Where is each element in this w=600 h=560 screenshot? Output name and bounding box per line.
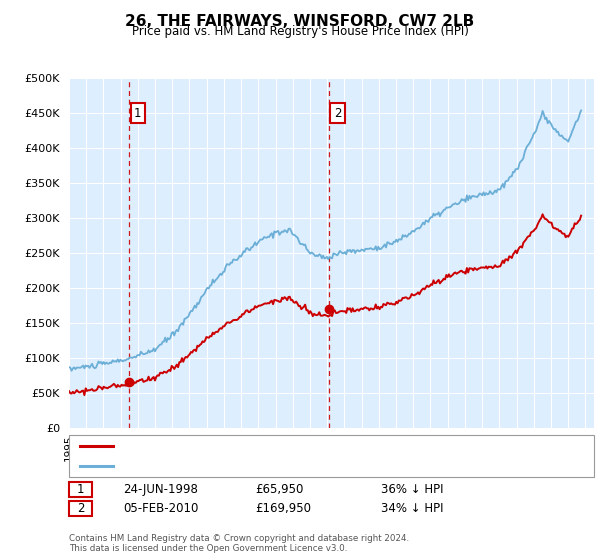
Text: 2: 2	[334, 107, 341, 120]
Text: HPI: Average price, detached house, Cheshire West and Chester: HPI: Average price, detached house, Ches…	[119, 461, 454, 471]
Text: 26, THE FAIRWAYS, WINSFORD, CW7 2LB (detached house): 26, THE FAIRWAYS, WINSFORD, CW7 2LB (det…	[119, 441, 425, 451]
Text: 2: 2	[77, 502, 84, 515]
Text: £169,950: £169,950	[255, 502, 311, 515]
Text: 1: 1	[134, 107, 142, 120]
Text: 24-JUN-1998: 24-JUN-1998	[123, 483, 198, 496]
Text: 05-FEB-2010: 05-FEB-2010	[123, 502, 199, 515]
Text: 1: 1	[77, 483, 84, 496]
Text: 26, THE FAIRWAYS, WINSFORD, CW7 2LB: 26, THE FAIRWAYS, WINSFORD, CW7 2LB	[125, 14, 475, 29]
Text: Price paid vs. HM Land Registry's House Price Index (HPI): Price paid vs. HM Land Registry's House …	[131, 25, 469, 38]
Text: £65,950: £65,950	[255, 483, 304, 496]
Text: 36% ↓ HPI: 36% ↓ HPI	[381, 483, 443, 496]
Text: 34% ↓ HPI: 34% ↓ HPI	[381, 502, 443, 515]
Text: Contains HM Land Registry data © Crown copyright and database right 2024.
This d: Contains HM Land Registry data © Crown c…	[69, 534, 409, 553]
